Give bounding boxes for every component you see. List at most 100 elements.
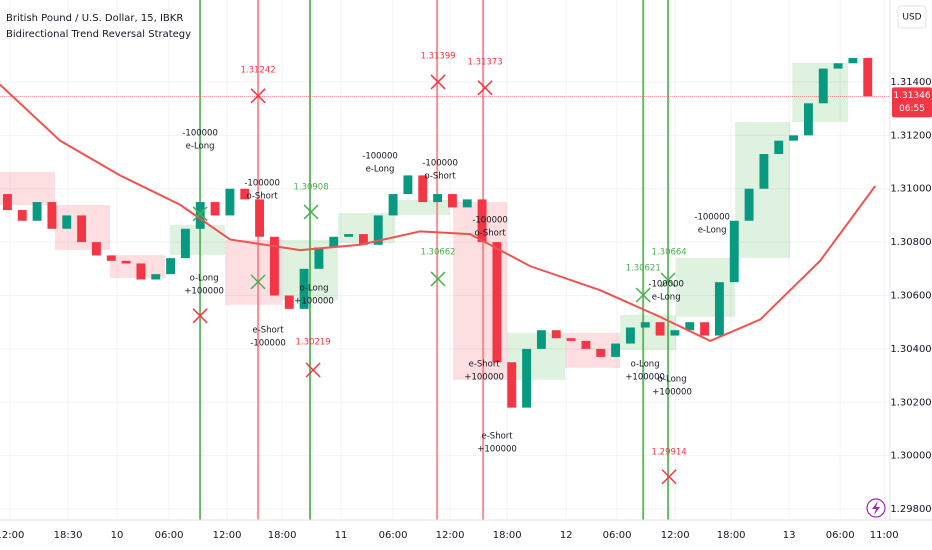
chart-title: British Pound / U.S. Dollar, 15, IBKR (6, 13, 183, 24)
x-marker-stroke (635, 287, 651, 303)
x-tick-label: 06:00 (603, 530, 632, 541)
annotation: 1.30219 (296, 337, 331, 347)
x-tick-label: 12:00 (0, 530, 24, 541)
candle (655, 322, 665, 336)
currency[interactable]: USD (902, 13, 921, 23)
candle (507, 362, 517, 408)
annotation: e-Long (698, 226, 727, 236)
candle (210, 202, 220, 216)
x-tick-label: 12:00 (436, 530, 465, 541)
x-tick-label: 12:00 (661, 530, 690, 541)
annotation: -100000 (362, 151, 398, 161)
candle (358, 234, 368, 245)
annotation: -100000 (694, 213, 730, 223)
candle (2, 194, 12, 211)
annotation: o-Short (246, 191, 278, 201)
y-tick-label: 1.30200 (890, 397, 931, 408)
y-tick-label: 1.30000 (890, 451, 931, 462)
x-marker-stroke (250, 88, 266, 104)
candle (759, 154, 769, 189)
annotation: +100000 (184, 286, 224, 296)
candle (803, 103, 813, 136)
candle (314, 247, 324, 269)
alert-bolt (872, 501, 880, 515)
annotation: +100000 (625, 372, 665, 382)
annotation: o-Long (300, 283, 329, 293)
annotation: 1.31399 (420, 52, 455, 62)
x-marker (661, 469, 677, 485)
candle (848, 57, 858, 64)
candle (121, 260, 131, 264)
x-marker-stroke (477, 80, 493, 96)
currency-button[interactable] (897, 5, 927, 29)
x-marker-stroke (430, 74, 446, 90)
annotation: -100000 (422, 158, 458, 168)
candle (863, 57, 873, 97)
x-marker-stroke (192, 308, 208, 324)
candle (195, 202, 205, 229)
x-tick-label: 12 (560, 530, 573, 541)
x-marker-stroke (305, 362, 321, 378)
candle (91, 242, 101, 256)
annotation: e-Short (252, 325, 284, 335)
candle (551, 330, 561, 339)
candle (670, 330, 680, 336)
x-marker-stroke (661, 469, 677, 485)
candle (700, 322, 710, 336)
y-tick-label: 1.29800 (890, 504, 931, 515)
x-marker-stroke (192, 206, 208, 222)
candle (284, 295, 294, 309)
candle (640, 322, 650, 328)
candle (255, 199, 265, 237)
candle (240, 188, 250, 200)
candle (418, 175, 428, 203)
candle (269, 236, 279, 296)
x-marker (303, 204, 319, 220)
candle (789, 135, 799, 141)
annotation: -100000 (244, 178, 280, 188)
annotation: 1.30662 (420, 247, 455, 257)
trade-box (395, 199, 451, 215)
candle (373, 215, 383, 245)
candle (611, 343, 621, 357)
last-price: 1.31346 (893, 91, 930, 101)
annotation: -100000 (472, 215, 508, 225)
x-tick-label: 06:00 (155, 530, 184, 541)
annotation: -100000 (648, 279, 684, 289)
candle (522, 348, 532, 408)
x-marker (660, 272, 676, 288)
x-marker-stroke (250, 274, 266, 290)
y-tick-label: 1.31400 (890, 77, 931, 88)
y-tick-label: 1.31200 (890, 130, 931, 141)
annotation: +100000 (477, 444, 517, 454)
annotation: o-Long (658, 374, 687, 384)
candle (151, 274, 161, 280)
x-marker (430, 271, 446, 287)
x-marker-stroke (303, 204, 319, 220)
annotation: 1.31373 (467, 57, 502, 67)
candle (596, 348, 606, 357)
candle (566, 338, 576, 341)
candle (344, 234, 354, 237)
x-marker-stroke (660, 272, 676, 288)
x-marker (192, 308, 208, 324)
candle (17, 210, 27, 221)
candle (403, 175, 413, 195)
annotation: 1.29914 (652, 447, 687, 457)
candle (329, 236, 339, 248)
candle (32, 202, 42, 221)
candle (774, 140, 784, 155)
candle (625, 327, 635, 344)
annotation: o-Short (474, 228, 506, 238)
x-marker (305, 362, 321, 378)
x-marker (192, 206, 208, 222)
annotation: 1.30621 (626, 264, 661, 274)
x-tick-label: 12:00 (213, 530, 242, 541)
candle (729, 220, 739, 283)
x-tick-label: 18:30 (54, 530, 83, 541)
x-tick-label: 06:00 (826, 530, 855, 541)
candle (77, 215, 87, 243)
annotation: e-Long (186, 141, 215, 151)
